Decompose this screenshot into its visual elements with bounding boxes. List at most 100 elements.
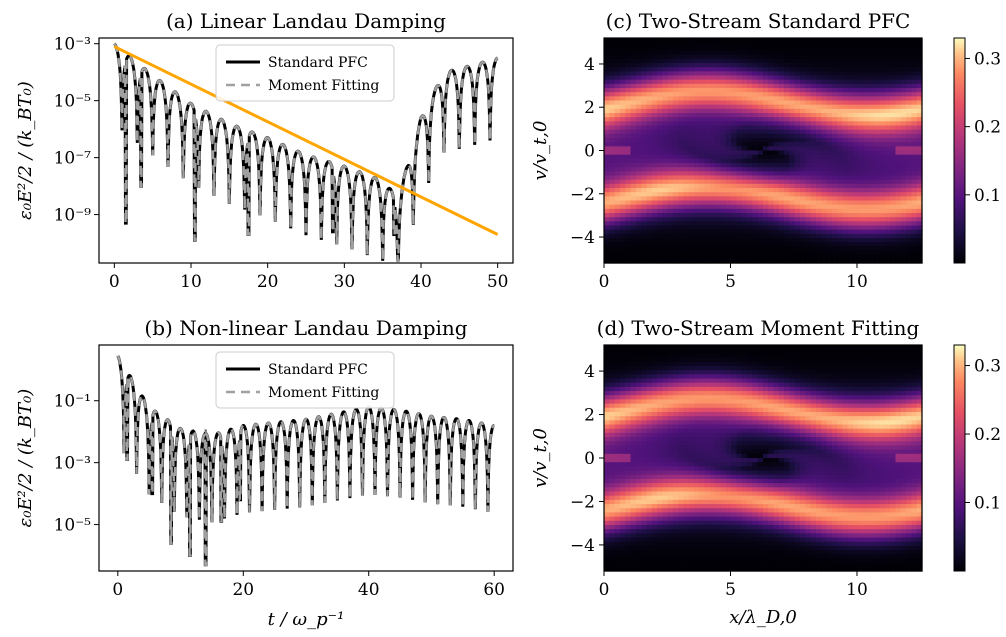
heatmap-cell [710, 550, 716, 555]
heatmap-cell [694, 524, 700, 530]
heatmap-cell [619, 504, 626, 509]
heatmap-cell [911, 204, 918, 210]
heatmap-cell [863, 46, 870, 52]
heatmap-cell [810, 42, 817, 47]
heatmap-cell [704, 449, 711, 455]
heatmap-cell [646, 420, 653, 426]
heatmap-cell [657, 113, 663, 118]
heatmap-cell [869, 188, 875, 193]
heatmap-cell [657, 478, 663, 484]
heatmap-cell [657, 495, 663, 501]
heatmap-cell [619, 167, 626, 172]
heatmap-cell [683, 520, 690, 526]
heatmap-cell [911, 46, 918, 52]
heatmap-cell [874, 104, 881, 110]
heatmap-cell [662, 416, 669, 421]
heatmap-cell [614, 458, 621, 463]
heatmap-cell [699, 179, 706, 185]
heatmap-cell [688, 88, 695, 93]
heatmap-cell [831, 175, 838, 181]
heatmap-cell [763, 188, 769, 193]
heatmap-cell [725, 445, 732, 451]
heatmap-cell [895, 96, 902, 102]
heatmap-cell [800, 250, 806, 256]
heatmap-cell [874, 129, 881, 135]
heatmap-cell [874, 108, 881, 114]
heatmap-cell [906, 167, 912, 172]
heatmap-cell [794, 79, 801, 85]
heatmap-cell [911, 221, 918, 227]
heatmap-cell [662, 424, 669, 430]
heatmap-cell [694, 386, 700, 392]
heatmap-cell [821, 108, 828, 114]
heatmap-cell [715, 537, 722, 543]
heatmap-cell [662, 38, 669, 43]
heatmap-cell [763, 345, 769, 350]
heatmap-cell [694, 46, 700, 52]
heatmap-cell [778, 146, 785, 152]
heatmap-cell [821, 188, 828, 193]
heatmap-cell [816, 63, 822, 68]
heatmap-cell [720, 365, 727, 371]
heatmap-cell [826, 125, 833, 131]
heatmap-cell [731, 545, 738, 551]
heatmap-cell [630, 54, 637, 60]
heatmap-cell [916, 196, 923, 202]
heatmap-cell [657, 88, 663, 93]
heatmap-cell [890, 42, 897, 47]
heatmap-cell [614, 345, 621, 350]
heatmap-cell [736, 88, 743, 93]
heatmap-cell [683, 466, 690, 472]
heatmap-cell [763, 516, 769, 522]
heatmap-cell [826, 217, 833, 222]
heatmap-cell [747, 562, 753, 568]
heatmap-cell [789, 221, 796, 227]
heatmap-cell [916, 75, 923, 81]
heatmap-cell [641, 495, 647, 501]
heatmap-cell [625, 246, 632, 252]
heatmap-cell [789, 188, 796, 193]
heatmap-cell [831, 238, 838, 243]
heatmap-cell [619, 558, 626, 564]
heatmap-cell [778, 50, 785, 56]
heatmap-cell [853, 254, 859, 260]
heatmap-cell [699, 163, 706, 168]
heatmap-cell [847, 200, 854, 206]
heatmap-cell [704, 365, 711, 371]
heatmap-cell [890, 46, 897, 52]
heatmap-cell [800, 71, 806, 77]
heatmap-cell [911, 258, 918, 264]
heatmap-cell [657, 63, 663, 68]
heatmap-cell [837, 129, 844, 135]
heatmap-cell [789, 113, 796, 118]
heatmap-cell [847, 167, 854, 172]
heatmap-cell [900, 146, 907, 152]
heatmap-cell [895, 208, 902, 214]
heatmap-cell [752, 117, 759, 122]
heatmap-cell [725, 449, 732, 455]
heatmap-cell [614, 491, 621, 497]
heatmap-cell [731, 63, 738, 68]
heatmap-cell [805, 146, 812, 152]
heatmap-cell [842, 154, 849, 160]
heatmap-cell [741, 92, 748, 97]
heatmap-cell [667, 512, 674, 518]
heatmap-cell [895, 213, 902, 218]
heatmap-cell [630, 38, 637, 43]
heatmap-cell [853, 213, 859, 218]
heatmap-cell [683, 58, 690, 64]
heatmap-cell [694, 38, 700, 43]
heatmap-cell [890, 154, 897, 160]
heatmap-cell [715, 487, 722, 493]
heatmap-cell [858, 196, 865, 202]
heatmap-cell [900, 58, 907, 64]
heatmap-cell [604, 370, 610, 375]
heatmap-cell [694, 504, 700, 509]
heatmap-cell [651, 504, 658, 509]
heatmap-cell [741, 254, 748, 260]
heatmap-cell [704, 458, 711, 463]
heatmap-cell [842, 38, 849, 43]
heatmap-cell [842, 121, 849, 127]
heatmap-cell [683, 487, 690, 493]
heatmap-cell [635, 474, 642, 480]
